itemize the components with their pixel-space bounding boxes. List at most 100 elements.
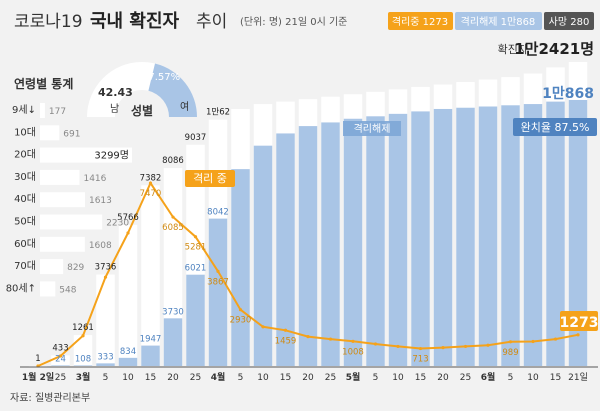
released-bar-7 bbox=[186, 274, 205, 366]
x-tick-17: 15 bbox=[415, 373, 426, 383]
x-tick-15: 5 bbox=[373, 373, 379, 383]
isolating-point-14 bbox=[351, 339, 355, 343]
legend-released-badge bbox=[455, 12, 542, 30]
confirmed-label-8: 1만62 bbox=[206, 108, 230, 118]
released-label-3: 834 bbox=[120, 347, 136, 357]
age-bar-0 bbox=[40, 103, 45, 118]
age-value-4: 1613 bbox=[89, 196, 112, 206]
x-tick-2: 3월 bbox=[76, 371, 91, 383]
age-bar-3 bbox=[40, 169, 80, 185]
legend-death-text: 사망 280 bbox=[549, 16, 590, 28]
age-bar-2 bbox=[40, 147, 132, 163]
released-bar-14 bbox=[343, 118, 363, 366]
legend-isolating-badge bbox=[388, 12, 453, 30]
isolating-label-3: 3867 bbox=[207, 277, 229, 287]
isolating-point-17 bbox=[418, 346, 423, 351]
title-suffix: 추이 bbox=[196, 12, 227, 32]
isolating-point-15 bbox=[373, 342, 378, 346]
isolating-label-8: 989 bbox=[502, 348, 518, 358]
age-label-5: 50대 bbox=[14, 216, 36, 228]
isolating-point-9 bbox=[238, 308, 243, 312]
released-bar-18 bbox=[433, 108, 453, 367]
isolating-point-24 bbox=[576, 333, 580, 337]
isolating-point-23 bbox=[553, 337, 558, 341]
released-label-1: 108 bbox=[75, 354, 91, 364]
x-tick-21: 5 bbox=[508, 373, 514, 383]
age-bar-7 bbox=[40, 259, 64, 275]
gender-male-label: 남 bbox=[110, 103, 119, 115]
line-label: 격리 중 bbox=[193, 172, 227, 185]
age-value-2: 3299명 bbox=[94, 150, 129, 162]
confirmed-label-7: 9037 bbox=[185, 133, 207, 143]
recovery-badge bbox=[513, 118, 597, 136]
released-bar-12 bbox=[298, 126, 318, 366]
area-label: 격리해제 bbox=[354, 122, 391, 135]
confirmed-bar-6 bbox=[163, 168, 183, 366]
released-bar-24 bbox=[568, 99, 588, 367]
confirmed-bar-4 bbox=[118, 224, 138, 366]
released-bar-3 bbox=[96, 363, 115, 366]
area-label-bg bbox=[343, 121, 401, 136]
age-bar-1 bbox=[40, 125, 60, 141]
title-main: 국내 확진자 bbox=[90, 11, 180, 32]
isolating-point-1 bbox=[58, 354, 63, 358]
isolating-point-19 bbox=[463, 344, 468, 349]
isolating-point-13 bbox=[328, 337, 333, 341]
age-value-3: 1416 bbox=[83, 174, 106, 184]
age-label-3: 30대 bbox=[14, 171, 36, 183]
line-layer bbox=[36, 181, 580, 368]
recovery-text: 완치율 87.5% bbox=[521, 121, 590, 134]
confirmed-label-5: 7382 bbox=[140, 173, 162, 183]
isolating-point-7 bbox=[193, 235, 198, 239]
age-bar-6 bbox=[40, 236, 85, 252]
isolating-point-16 bbox=[396, 344, 400, 349]
released-label-4: 1947 bbox=[140, 335, 162, 345]
released-label-7: 8042 bbox=[207, 208, 229, 218]
released-label-6: 6021 bbox=[185, 264, 207, 274]
x-tick-4: 10 bbox=[122, 373, 134, 383]
isolating-point-21 bbox=[508, 340, 513, 344]
gender-donut: 42.43 남 57.57% 여 성별 bbox=[87, 62, 198, 118]
isolating-point-11 bbox=[283, 328, 288, 332]
age-bar-4 bbox=[40, 192, 85, 208]
age-value-7: 829 bbox=[67, 263, 84, 273]
released-bar-21 bbox=[501, 105, 520, 367]
source: 자료: 질병관리본부 bbox=[10, 392, 90, 404]
isolating-label-1: 6085 bbox=[162, 223, 184, 233]
released-bar-10 bbox=[253, 145, 273, 366]
x-tick-22: 10 bbox=[527, 373, 539, 383]
legend-death-badge bbox=[544, 12, 594, 30]
isolating-label-7: 713 bbox=[412, 355, 428, 365]
confirmed-label-6: 8086 bbox=[162, 156, 184, 166]
age-bar-8 bbox=[40, 281, 56, 297]
x-tick-24: 21일 bbox=[568, 372, 588, 383]
gender-female-arc bbox=[148, 63, 198, 117]
confirmed-bar-2 bbox=[73, 335, 93, 366]
gender-female-value: 57.57% bbox=[142, 72, 180, 83]
isolating-point-2 bbox=[81, 334, 85, 338]
age-label-1: 10대 bbox=[14, 126, 36, 138]
age-value-6: 1608 bbox=[89, 241, 112, 251]
confirmed-label-2: 1261 bbox=[72, 323, 94, 333]
x-tick-0: 1월 2일 bbox=[22, 371, 54, 383]
released-label-0: 24 bbox=[55, 354, 66, 364]
released-value: 1만868 bbox=[542, 86, 594, 102]
x-tick-13: 25 bbox=[325, 373, 336, 383]
released-bar-1 bbox=[51, 365, 70, 366]
x-tick-10: 10 bbox=[257, 373, 269, 383]
released-bar-19 bbox=[456, 107, 475, 367]
age-label-0: 9세↓ bbox=[12, 104, 36, 116]
x-tick-12: 20 bbox=[302, 373, 314, 383]
end-badge bbox=[560, 311, 598, 331]
age-value-0: 177 bbox=[49, 107, 66, 117]
age-bars: 9세↓ 177 10대 691 20대 3299명 30대 1416 40대 1613 50대 223… bbox=[6, 103, 132, 297]
isolating-point-8 bbox=[216, 269, 220, 273]
isolating-point-3 bbox=[103, 275, 108, 279]
released-bar-9 bbox=[231, 169, 250, 366]
legend-isolating-text: 격리중 1273 bbox=[392, 15, 448, 28]
isolating-point-20 bbox=[486, 343, 490, 347]
age-value-8: 548 bbox=[59, 285, 76, 295]
line-label-bg bbox=[185, 170, 235, 187]
